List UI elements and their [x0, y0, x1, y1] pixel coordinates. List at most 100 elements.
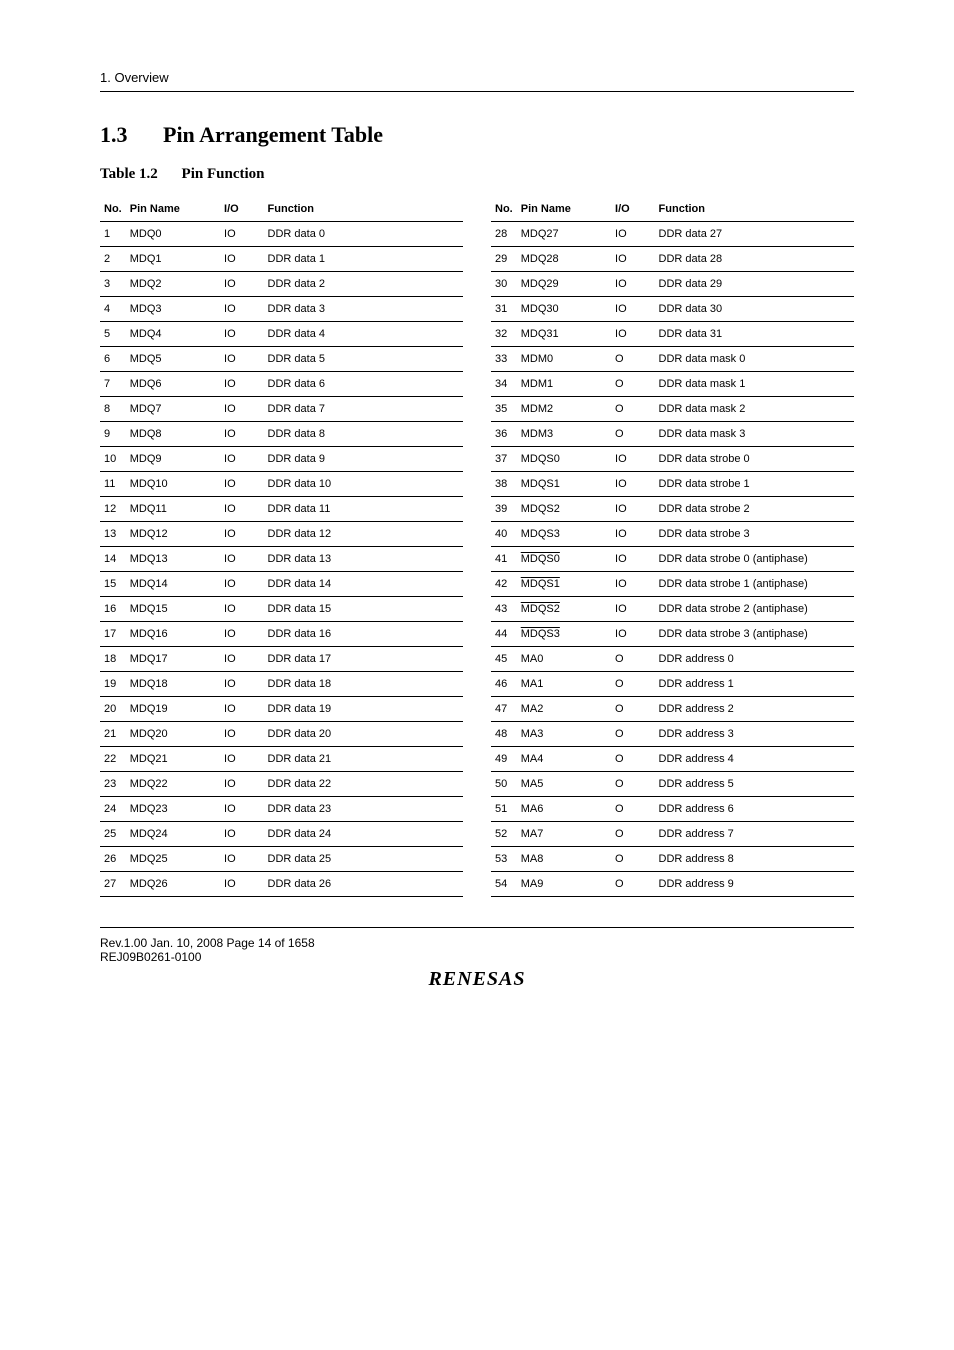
table-row: 52MA7ODDR address 7: [491, 822, 854, 847]
cell-no: 36: [491, 422, 517, 447]
table-row: 2MDQ1IODDR data 1: [100, 247, 463, 272]
cell-no: 7: [100, 372, 126, 397]
cell-no: 47: [491, 697, 517, 722]
table-row: 22MDQ21IODDR data 21: [100, 747, 463, 772]
cell-pin-name: MA8: [517, 847, 611, 872]
cell-no: 50: [491, 772, 517, 797]
table-row: 43MDQS2IODDR data strobe 2 (antiphase): [491, 597, 854, 622]
cell-io: O: [611, 847, 655, 872]
cell-no: 6: [100, 347, 126, 372]
cell-io: O: [611, 872, 655, 897]
cell-function: DDR data 17: [264, 647, 463, 672]
cell-no: 53: [491, 847, 517, 872]
cell-io: IO: [611, 247, 655, 272]
cell-pin-name: MDM1: [517, 372, 611, 397]
cell-function: DDR data 1: [264, 247, 463, 272]
cell-function: DDR data 18: [264, 672, 463, 697]
cell-pin-name: MDQ18: [126, 672, 220, 697]
section-title: 1.3 Pin Arrangement Table: [100, 122, 854, 148]
section-number: 1.3: [100, 122, 128, 147]
col-header-no: No.: [491, 197, 517, 222]
cell-function: DDR data 25: [264, 847, 463, 872]
cell-function: DDR data 12: [264, 522, 463, 547]
table-row: 50MA5ODDR address 5: [491, 772, 854, 797]
table-row: 53MA8ODDR address 8: [491, 847, 854, 872]
overview-header: 1. Overview: [100, 70, 854, 92]
cell-no: 20: [100, 697, 126, 722]
table-label: Table 1.2: [100, 166, 158, 182]
cell-no: 23: [100, 772, 126, 797]
cell-no: 12: [100, 497, 126, 522]
cell-no: 24: [100, 797, 126, 822]
cell-pin-name: MDQ6: [126, 372, 220, 397]
cell-pin-name: MDM3: [517, 422, 611, 447]
cell-function: DDR data 0: [264, 222, 463, 247]
col-header-pin: Pin Name: [126, 197, 220, 222]
cell-no: 8: [100, 397, 126, 422]
cell-io: IO: [220, 472, 264, 497]
cell-function: DDR data strobe 3 (antiphase): [655, 622, 854, 647]
cell-pin-name: MDQ31: [517, 322, 611, 347]
cell-pin-name: MDQ21: [126, 747, 220, 772]
cell-function: DDR data 19: [264, 697, 463, 722]
table-row: 40MDQS3IODDR data strobe 3: [491, 522, 854, 547]
cell-pin-name: MDQ13: [126, 547, 220, 572]
cell-pin-name: MDQS3: [517, 522, 611, 547]
cell-no: 42: [491, 572, 517, 597]
cell-no: 41: [491, 547, 517, 572]
table-row: 29MDQ28IODDR data 28: [491, 247, 854, 272]
table-row: 33MDM0ODDR data mask 0: [491, 347, 854, 372]
table-row: 27MDQ26IODDR data 26: [100, 872, 463, 897]
cell-function: DDR data 14: [264, 572, 463, 597]
table-header-row: No. Pin Name I/O Function: [491, 197, 854, 222]
cell-io: IO: [220, 247, 264, 272]
table-row: 38MDQS1IODDR data strobe 1: [491, 472, 854, 497]
cell-no: 11: [100, 472, 126, 497]
cell-pin-name: MDQ3: [126, 297, 220, 322]
cell-function: DDR address 4: [655, 747, 854, 772]
cell-function: DDR data mask 2: [655, 397, 854, 422]
cell-io: IO: [611, 497, 655, 522]
table-row: 31MDQ30IODDR data 30: [491, 297, 854, 322]
cell-io: IO: [220, 597, 264, 622]
cell-pin-name: MA4: [517, 747, 611, 772]
cell-pin-name: MDQ2: [126, 272, 220, 297]
cell-no: 9: [100, 422, 126, 447]
col-header-io: I/O: [611, 197, 655, 222]
cell-io: O: [611, 722, 655, 747]
table-row: 11MDQ10IODDR data 10: [100, 472, 463, 497]
cell-no: 17: [100, 622, 126, 647]
cell-io: IO: [220, 572, 264, 597]
cell-no: 33: [491, 347, 517, 372]
cell-no: 14: [100, 547, 126, 572]
cell-pin-name: MDQ11: [126, 497, 220, 522]
cell-pin-name: MDQ14: [126, 572, 220, 597]
table-title: Table 1.2 Pin Function: [100, 166, 854, 183]
table-row: 48MA3ODDR address 3: [491, 722, 854, 747]
company-logo-text: RENESAS: [100, 968, 854, 991]
cell-function: DDR address 1: [655, 672, 854, 697]
cell-pin-name: MA2: [517, 697, 611, 722]
cell-no: 16: [100, 597, 126, 622]
table-row: 18MDQ17IODDR data 17: [100, 647, 463, 672]
table-row: 16MDQ15IODDR data 15: [100, 597, 463, 622]
table-row: 12MDQ11IODDR data 11: [100, 497, 463, 522]
cell-io: IO: [611, 547, 655, 572]
cell-pin-name: MDQ1: [126, 247, 220, 272]
table-row: 14MDQ13IODDR data 13: [100, 547, 463, 572]
cell-io: IO: [220, 722, 264, 747]
table-row: 3MDQ2IODDR data 2: [100, 272, 463, 297]
cell-function: DDR data strobe 2: [655, 497, 854, 522]
cell-io: IO: [220, 847, 264, 872]
cell-no: 1: [100, 222, 126, 247]
table-row: 19MDQ18IODDR data 18: [100, 672, 463, 697]
cell-function: DDR data 26: [264, 872, 463, 897]
cell-function: DDR data 11: [264, 497, 463, 522]
cell-io: O: [611, 647, 655, 672]
table-row: 30MDQ29IODDR data 29: [491, 272, 854, 297]
cell-no: 27: [100, 872, 126, 897]
cell-pin-name: MDM2: [517, 397, 611, 422]
cell-no: 21: [100, 722, 126, 747]
cell-pin-name: MDQ23: [126, 797, 220, 822]
cell-io: IO: [611, 297, 655, 322]
